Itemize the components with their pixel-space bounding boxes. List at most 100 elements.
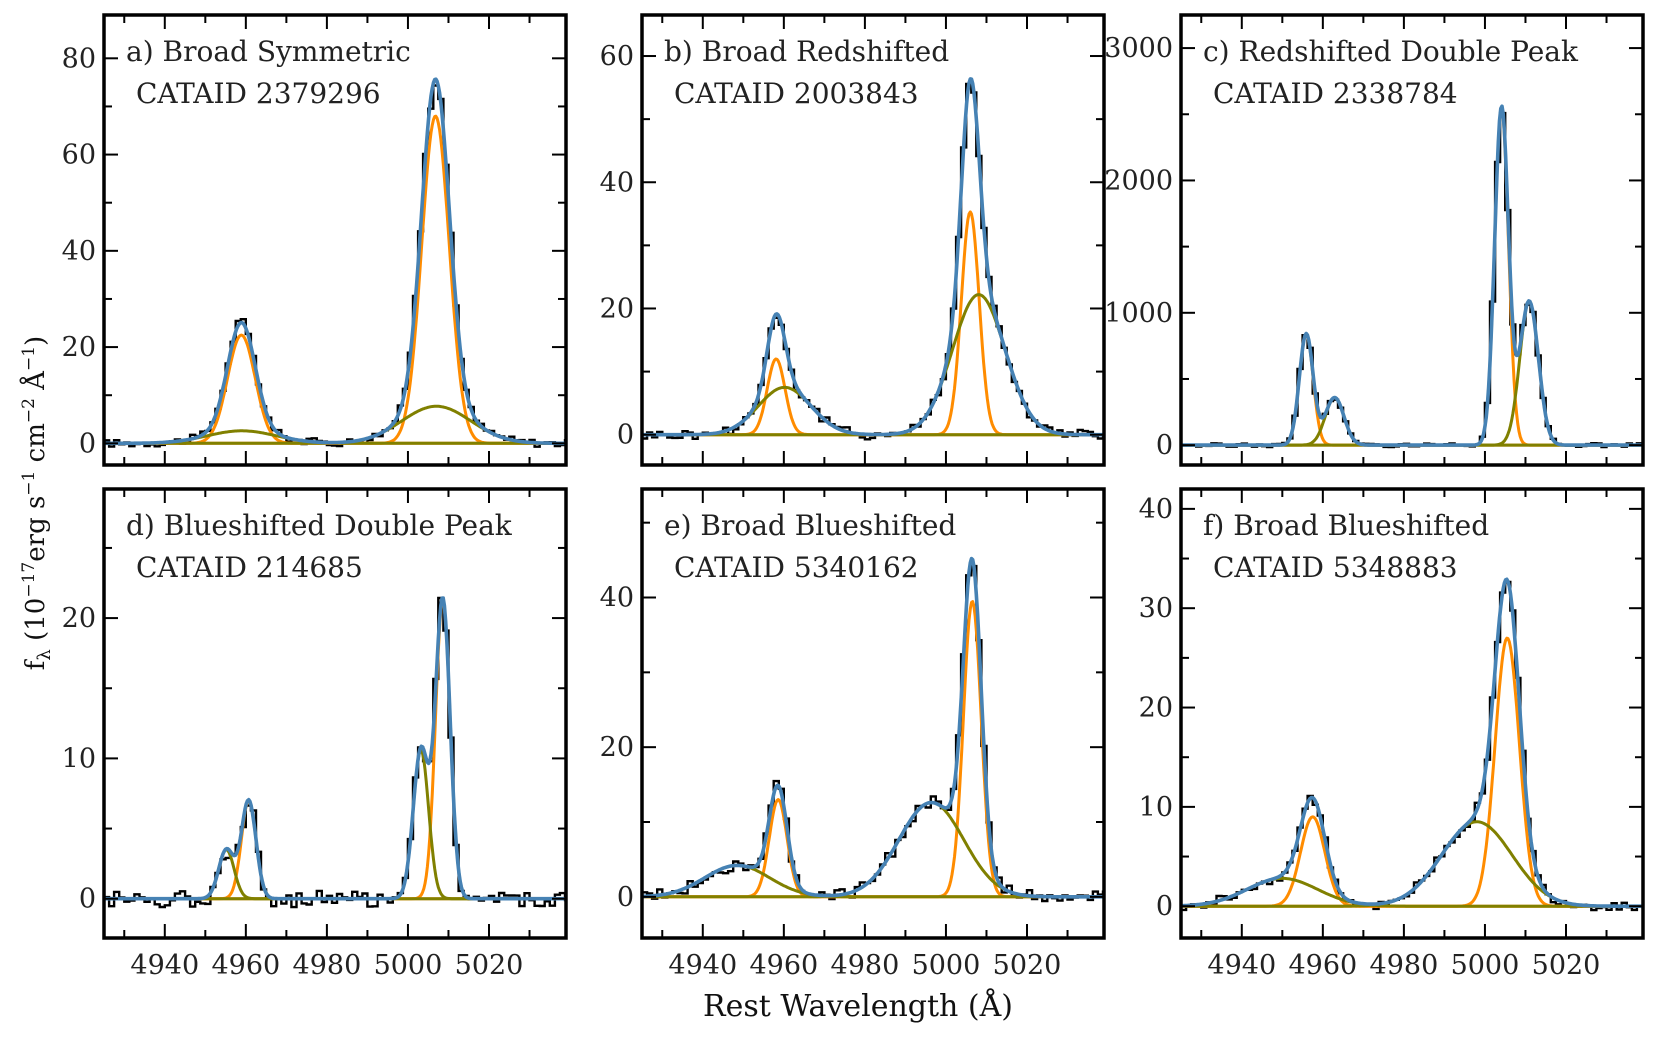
x-tick-label: 5000 (374, 950, 443, 981)
total-fit (642, 77, 1104, 437)
y-tick-label: 10 (1139, 792, 1173, 823)
panel-frame (102, 487, 568, 940)
narrow-component-1 (642, 798, 1104, 899)
x-tick-label: 5000 (1451, 950, 1520, 981)
narrow-component-2 (642, 210, 1104, 437)
narrow-component-2 (104, 114, 566, 445)
panel-title: a) Broad Symmetric (126, 35, 411, 68)
y-tick-label: 0 (79, 428, 96, 459)
narrow-component-2 (104, 598, 566, 901)
y-tick-label: 10 (62, 743, 96, 774)
broad-component-1 (1181, 396, 1643, 447)
panel-title: d) Blueshifted Double Peak (126, 509, 513, 542)
y-tick-label: 0 (1156, 430, 1173, 461)
y-axis-title: fλ (10−17erg s−1 cm−2 Å−1) (19, 336, 55, 670)
observed-spectrum (642, 82, 1104, 441)
panel-subtitle: CATAID 5348883 (1213, 551, 1458, 584)
y-tick-label: 0 (1156, 891, 1173, 922)
y-tick-label: 60 (600, 41, 634, 72)
y-tick-label: 2000 (1104, 165, 1173, 196)
panel-frame (1179, 487, 1645, 940)
broad-component-2 (104, 404, 566, 445)
plot-area (1181, 104, 1643, 449)
y-tick-label: 20 (600, 732, 634, 763)
panel-1: 0 20 40 60 80 a) Broad Symmetric CATAID 237929… (62, 13, 568, 467)
x-tick-label: 4940 (130, 950, 199, 981)
y-tick-label: 0 (617, 420, 634, 451)
x-tick-label: 4960 (749, 950, 818, 981)
total-fit (642, 556, 1104, 899)
panel-subtitle: CATAID 214685 (136, 551, 363, 584)
panel-subtitle: CATAID 5340162 (674, 551, 919, 584)
x-tick-label: 5020 (993, 950, 1062, 981)
plot-area (642, 556, 1104, 903)
y-tick-label: 60 (62, 140, 96, 171)
broad-component-2 (642, 801, 1104, 899)
x-tick-label: 5000 (912, 950, 981, 981)
narrow-component-1 (104, 799, 566, 901)
narrow-component-2 (642, 600, 1104, 899)
panel-3: 0 1000 2000 3000 c) Redshifted Double Peak CA… (1104, 13, 1645, 467)
y-tick-label: 1000 (1104, 298, 1173, 329)
total-fit (104, 596, 566, 901)
panel-frame (102, 13, 568, 467)
panel-title: e) Broad Blueshifted (664, 509, 956, 542)
y-tick-label: 0 (617, 882, 634, 913)
panel-subtitle: CATAID 2379296 (136, 77, 381, 110)
y-tick-label: 40 (600, 167, 634, 198)
narrow-component-2 (1181, 106, 1643, 447)
panel-2: 0 20 40 60 b) Broad Redshifted CATAID 2003843 (600, 13, 1106, 467)
x-tick-label: 4940 (1207, 950, 1276, 981)
total-fit (104, 77, 566, 446)
y-tick-label: 20 (62, 603, 96, 634)
x-tick-label: 4960 (1288, 950, 1357, 981)
panel-frame (640, 13, 1106, 467)
y-tick-label: 3000 (1104, 33, 1173, 64)
plot-area (1181, 577, 1643, 912)
panel-subtitle: CATAID 2338784 (1213, 77, 1458, 110)
x-tick-label: 4940 (668, 950, 737, 981)
observed-spectrum (104, 596, 566, 909)
narrow-component-2 (1181, 636, 1643, 908)
observed-spectrum (1181, 580, 1643, 912)
narrow-component-1 (642, 357, 1104, 437)
y-tick-label: 20 (62, 332, 96, 363)
broad-component-1 (642, 385, 1104, 437)
panel-subtitle: CATAID 2003843 (674, 77, 919, 110)
total-fit (1181, 104, 1643, 447)
y-tick-label: 40 (600, 583, 634, 614)
x-tick-label: 5020 (455, 950, 524, 981)
x-tick-label: 4980 (1370, 950, 1439, 981)
y-tick-label: 20 (1139, 693, 1173, 724)
x-tick-label: 5020 (1532, 950, 1601, 981)
x-tick-label: 4980 (831, 950, 900, 981)
y-tick-label: 20 (600, 293, 634, 324)
panel-6: 0 10 20 30 40 4940 4960 4980 5000 5020 f) Broad Bl… (1139, 487, 1645, 981)
panels: 0 20 40 60 80 a) Broad Symmetric CATAID 237929… (62, 13, 1645, 981)
y-tick-label: 0 (79, 884, 96, 915)
broad-component-2 (1181, 299, 1643, 447)
x-tick-label: 4960 (211, 950, 280, 981)
panel-frame (1179, 13, 1645, 467)
panel-4: 0 10 20 4940 4960 4980 5000 5020 d) Blueshifted … (62, 487, 568, 981)
y-tick-label: 40 (62, 236, 96, 267)
total-fit (1181, 577, 1643, 908)
broad-component-1 (104, 848, 566, 901)
panel-title: c) Redshifted Double Peak (1203, 35, 1579, 68)
observed-spectrum (104, 84, 566, 448)
panel-5: 0 20 40 4940 4960 4980 5000 5020 e) Broad Bluesh… (600, 487, 1106, 981)
observed-spectrum (1181, 111, 1643, 449)
broad-component-2 (642, 293, 1104, 437)
narrow-component-1 (104, 333, 566, 445)
x-axis-title: Rest Wavelength (Å) (703, 988, 1013, 1024)
panel-title: f) Broad Blueshifted (1203, 509, 1489, 542)
y-tick-label: 30 (1139, 593, 1173, 624)
observed-spectrum (642, 564, 1104, 903)
broad-component-2 (104, 748, 566, 901)
plot-area (642, 77, 1104, 441)
panel-title: b) Broad Redshifted (664, 35, 949, 68)
narrow-component-1 (1181, 332, 1643, 447)
plot-area (104, 596, 566, 909)
panel-frame (640, 487, 1106, 940)
